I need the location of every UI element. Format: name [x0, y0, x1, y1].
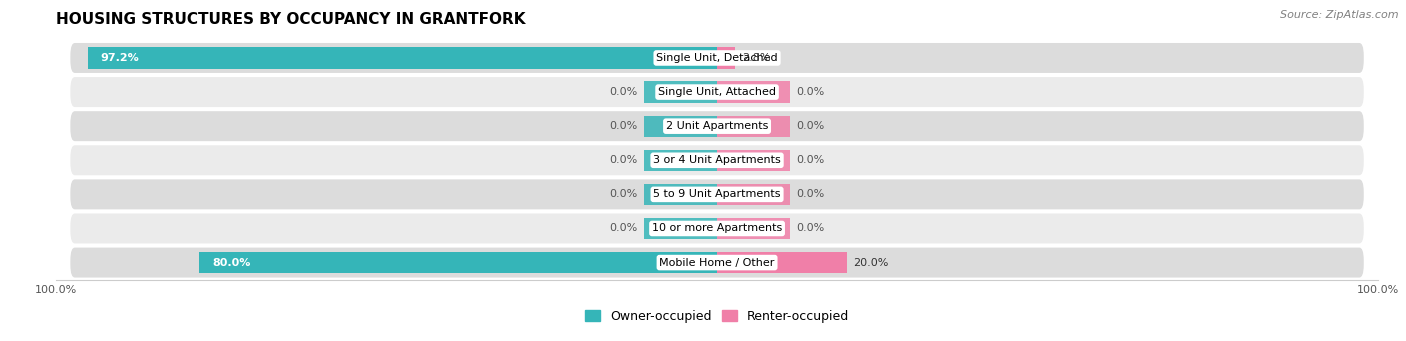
FancyBboxPatch shape — [69, 110, 1365, 142]
Bar — [644, 81, 717, 103]
Legend: Owner-occupied, Renter-occupied: Owner-occupied, Renter-occupied — [581, 305, 853, 328]
Text: 10 or more Apartments: 10 or more Apartments — [652, 223, 782, 234]
Bar — [644, 184, 717, 205]
Text: 0.0%: 0.0% — [610, 223, 638, 234]
Bar — [200, 252, 717, 273]
Bar — [644, 218, 717, 239]
Text: HOUSING STRUCTURES BY OCCUPANCY IN GRANTFORK: HOUSING STRUCTURES BY OCCUPANCY IN GRANT… — [56, 12, 526, 27]
FancyBboxPatch shape — [69, 42, 1365, 74]
Text: 0.0%: 0.0% — [610, 189, 638, 199]
Text: 2 Unit Apartments: 2 Unit Apartments — [666, 121, 768, 131]
Bar — [717, 218, 790, 239]
Text: 0.0%: 0.0% — [796, 223, 824, 234]
Bar — [717, 252, 846, 273]
Bar — [717, 150, 790, 171]
Text: 0.0%: 0.0% — [796, 121, 824, 131]
Bar — [717, 116, 790, 137]
Text: 20.0%: 20.0% — [853, 257, 889, 268]
Text: Single Unit, Detached: Single Unit, Detached — [657, 53, 778, 63]
Text: Source: ZipAtlas.com: Source: ZipAtlas.com — [1281, 10, 1399, 20]
FancyBboxPatch shape — [69, 76, 1365, 108]
FancyBboxPatch shape — [69, 144, 1365, 176]
Text: 0.0%: 0.0% — [796, 87, 824, 97]
FancyBboxPatch shape — [69, 247, 1365, 279]
Text: Single Unit, Attached: Single Unit, Attached — [658, 87, 776, 97]
FancyBboxPatch shape — [69, 212, 1365, 244]
Text: Mobile Home / Other: Mobile Home / Other — [659, 257, 775, 268]
Text: 0.0%: 0.0% — [796, 155, 824, 165]
Text: 0.0%: 0.0% — [610, 87, 638, 97]
Text: 2.8%: 2.8% — [742, 53, 770, 63]
Bar — [717, 47, 735, 69]
Text: 0.0%: 0.0% — [796, 189, 824, 199]
Text: 0.0%: 0.0% — [610, 155, 638, 165]
Bar — [644, 150, 717, 171]
Text: 0.0%: 0.0% — [610, 121, 638, 131]
FancyBboxPatch shape — [69, 178, 1365, 210]
Bar — [717, 184, 790, 205]
Text: 80.0%: 80.0% — [212, 257, 250, 268]
Bar — [717, 81, 790, 103]
Bar — [644, 116, 717, 137]
Text: 97.2%: 97.2% — [101, 53, 139, 63]
Text: 5 to 9 Unit Apartments: 5 to 9 Unit Apartments — [654, 189, 780, 199]
Text: 3 or 4 Unit Apartments: 3 or 4 Unit Apartments — [654, 155, 780, 165]
Bar — [87, 47, 717, 69]
